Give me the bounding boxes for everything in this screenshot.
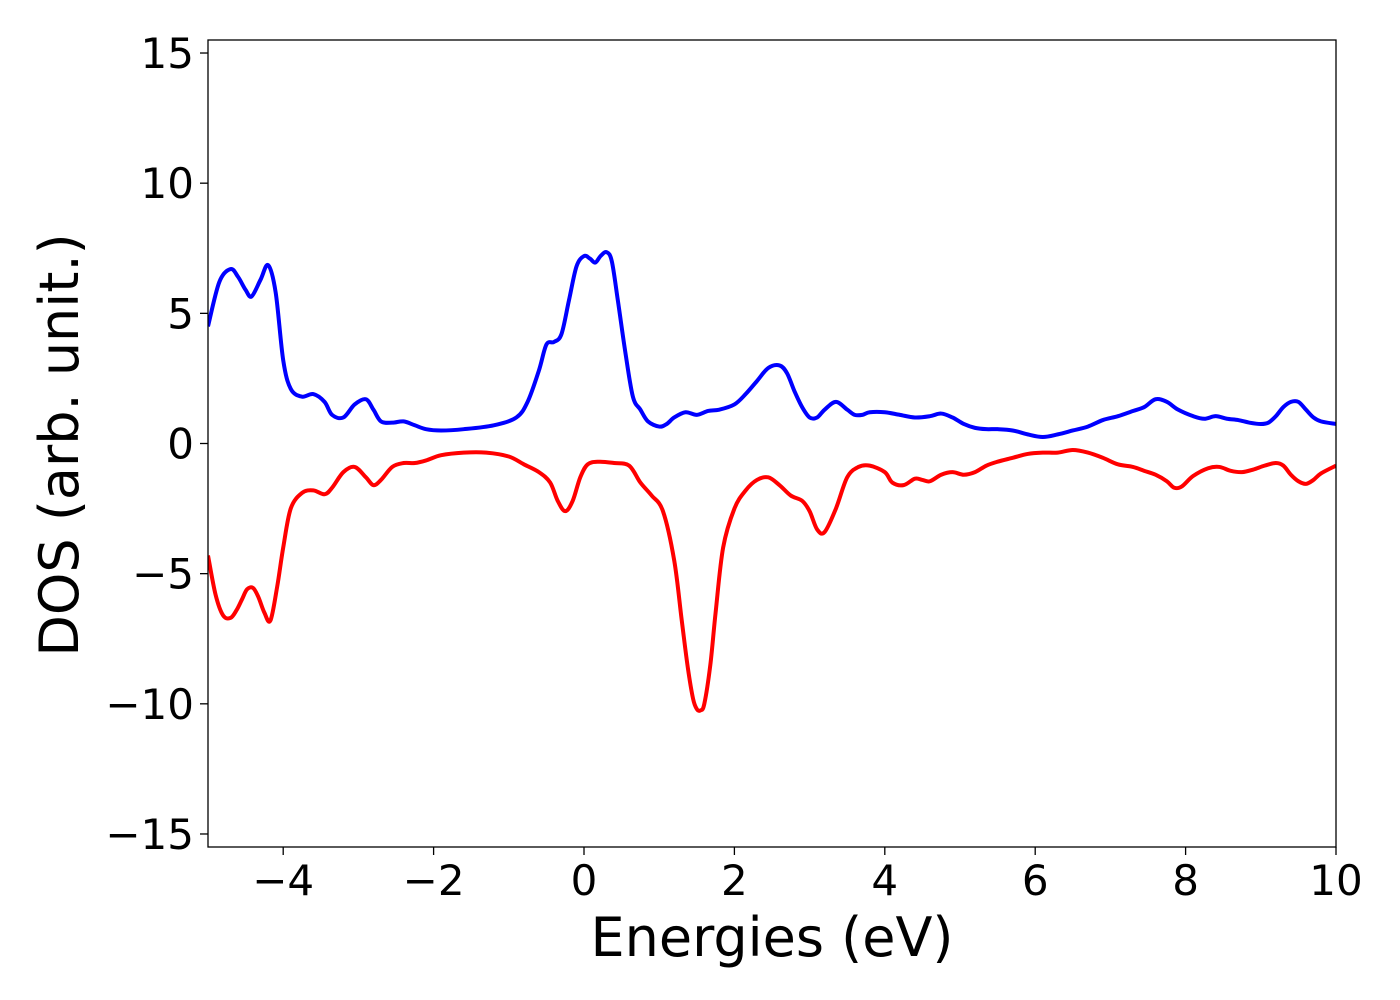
x-tick-label: −2 bbox=[403, 856, 465, 905]
y-axis-title: DOS (arb. unit.) bbox=[28, 233, 91, 656]
series-layer bbox=[208, 250, 1336, 713]
y-tick-label: 10 bbox=[141, 159, 194, 208]
x-tick-label: 0 bbox=[571, 856, 598, 905]
plot-frame bbox=[207, 39, 1337, 848]
x-tick-label: −4 bbox=[252, 856, 314, 905]
y-tick-label: 5 bbox=[167, 289, 194, 338]
x-tick-label: 10 bbox=[1309, 856, 1362, 905]
y-tick-label: −5 bbox=[132, 550, 194, 599]
tick-layer: −4 −2 0 2 4 6 8 10 −15 −10 −5 0 5 10 15 bbox=[105, 29, 1362, 905]
y-tick-label: 15 bbox=[141, 29, 194, 78]
x-tick-label: 4 bbox=[871, 856, 898, 905]
y-tick-label: −10 bbox=[105, 680, 194, 729]
y-tick-label: 0 bbox=[167, 420, 194, 469]
x-tick-label: 2 bbox=[721, 856, 748, 905]
x-tick-label: 8 bbox=[1172, 856, 1199, 905]
x-tick-label: 6 bbox=[1022, 856, 1049, 905]
x-axis-title: Energies (eV) bbox=[591, 906, 954, 969]
series-line-1 bbox=[208, 250, 1336, 439]
y-tick-label: −15 bbox=[105, 810, 194, 859]
series-line-2 bbox=[208, 448, 1336, 713]
